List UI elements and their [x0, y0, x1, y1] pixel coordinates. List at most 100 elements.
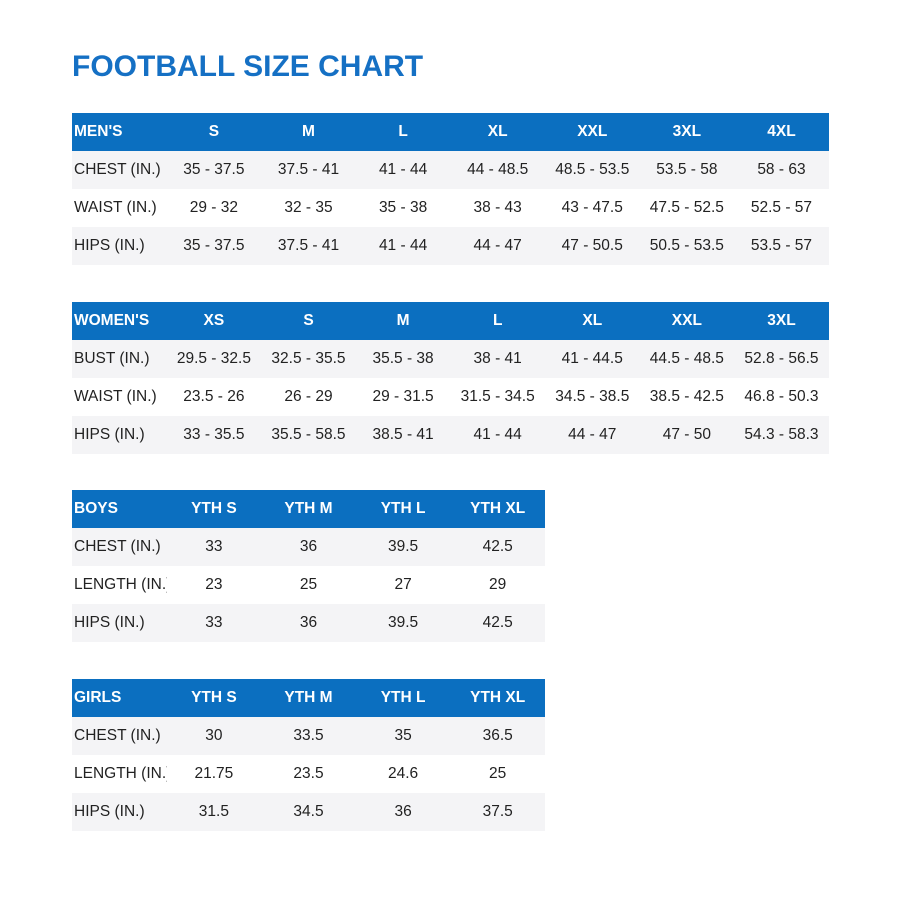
table-cell: 35 - 37.5 [183, 161, 245, 178]
table-row: LENGTH (IN.) 21.75 23.5 24.6 25 [72, 755, 545, 793]
row-label: HIPS (IN.) [74, 803, 145, 820]
size-header: YTH S [191, 689, 237, 706]
table-cell: 39.5 [387, 614, 419, 631]
table-cell: 58 - 63 [757, 161, 806, 178]
table-row: CHEST (IN.) 30 33.5 35 36.5 [72, 717, 545, 755]
table-row: CHEST (IN.) 33 36 39.5 42.5 [72, 528, 545, 566]
table-cell: 39.5 [387, 538, 419, 555]
table-cell: 47 - 50.5 [561, 237, 623, 254]
table-cell: 31.5 [198, 803, 229, 820]
size-header: XXL [577, 123, 608, 140]
table-cell: 52.8 - 56.5 [744, 350, 819, 367]
table-cell: 35 [394, 727, 412, 744]
row-label: CHEST (IN.) [74, 727, 161, 744]
size-header: YTH M [284, 689, 333, 706]
row-label: BUST (IN.) [74, 350, 150, 367]
table-cell: 38 - 41 [473, 350, 522, 367]
table-cell: 43 - 47.5 [561, 199, 623, 216]
table-cell: 23.5 [293, 765, 324, 782]
table-cell: 37.5 [482, 803, 513, 820]
row-label: HIPS (IN.) [74, 614, 145, 631]
table-cell: 41 - 44 [378, 161, 428, 178]
size-header: YTH S [191, 500, 237, 517]
table-cell: 44 - 48.5 [467, 161, 529, 178]
table-cell: 41 - 44 [378, 237, 428, 254]
row-label: WAIST (IN.) [74, 199, 157, 216]
table-row: HIPS (IN.) 31.5 34.5 36 37.5 [72, 793, 545, 831]
table-row: HIPS (IN.) 33 - 35.5 35.5 - 58.5 38.5 - 41 4… [72, 416, 829, 454]
table-cell: 29 - 32 [189, 199, 239, 216]
page-title: FOOTBALL SIZE CHART [72, 50, 424, 83]
table-cell: 38.5 - 41 [372, 426, 434, 443]
table-cell: 33 - 35.5 [183, 426, 245, 443]
table-cell: 38.5 - 42.5 [649, 388, 724, 405]
boys-size-table: BOYS YTH S YTH M YTH L YTH XL CHEST (IN.) 33 36… [72, 490, 545, 642]
table-cell: 21.75 [194, 765, 234, 782]
table-cell: 33 [205, 538, 223, 555]
table-cell: 29.5 - 32.5 [176, 350, 251, 367]
table-cell: 32.5 - 35.5 [271, 350, 346, 367]
table-row: WAIST (IN.) 29 - 32 32 - 35 35 - 38 38 - 43 4… [72, 189, 829, 227]
table-category-header: WOMEN'S [74, 312, 150, 329]
row-label: LENGTH (IN.) [74, 576, 167, 593]
size-header: L [492, 312, 503, 329]
table-category-header: BOYS [74, 500, 118, 517]
row-label: WAIST (IN.) [74, 388, 157, 405]
row-label: HIPS (IN.) [74, 426, 145, 443]
table-cell: 35 - 38 [378, 199, 428, 216]
table-cell: 54.3 - 58.3 [744, 426, 819, 443]
table-cell: 23.5 - 26 [183, 388, 245, 405]
table-cell: 32 - 35 [284, 199, 333, 216]
size-header: L [398, 123, 408, 140]
row-label: LENGTH (IN.) [74, 765, 167, 782]
row-label: CHEST (IN.) [74, 538, 161, 555]
table-cell: 42.5 [482, 538, 513, 555]
table-cell: 53.5 - 58 [656, 161, 718, 178]
table-category-header: GIRLS [74, 689, 122, 706]
table-cell: 41 - 44.5 [561, 350, 623, 367]
table-cell: 29 - 31.5 [372, 388, 434, 405]
size-header: M [396, 312, 410, 329]
size-header: XS [203, 312, 225, 329]
table-cell: 38 - 43 [473, 199, 522, 216]
table-cell: 36 [299, 538, 318, 555]
table-cell: 36 [299, 614, 318, 631]
table-cell: 23 [205, 576, 223, 593]
size-header: XL [487, 123, 508, 140]
table-header-row: GIRLS YTH S YTH M YTH L YTH XL [72, 679, 545, 717]
table-cell: 36.5 [482, 727, 513, 744]
table-cell: 29 [489, 576, 507, 593]
table-cell: 24.6 [387, 765, 419, 782]
table-header-row: BOYS YTH S YTH M YTH L YTH XL [72, 490, 545, 528]
size-header: S [303, 312, 314, 329]
table-cell: 53.5 - 57 [750, 237, 813, 254]
table-cell: 31.5 - 34.5 [460, 388, 535, 405]
table-cell: 30 [205, 727, 223, 744]
table-cell: 50.5 - 53.5 [649, 237, 724, 254]
table-cell: 36 [394, 803, 412, 820]
size-header: 3XL [767, 312, 796, 329]
mens-size-table: MEN'S S M L XL XXL 3XL 4XL CHEST (IN.) 35 - 37.5 3… [72, 113, 829, 265]
table-cell: 48.5 - 53.5 [555, 161, 630, 178]
table-cell: 37.5 - 41 [277, 237, 340, 254]
size-header: 4XL [767, 123, 796, 140]
table-category-header: MEN'S [74, 123, 123, 140]
table-row: CHEST (IN.) 35 - 37.5 37.5 - 41 41 - 44 44 -… [72, 151, 829, 189]
table-cell: 44.5 - 48.5 [649, 350, 724, 367]
table-cell: 25 [299, 576, 318, 593]
table-cell: 44 - 47 [473, 237, 522, 254]
table-cell: 27 [394, 576, 412, 593]
table-cell: 47.5 - 52.5 [649, 199, 724, 216]
table-header-row: WOMEN'S XS S M L XL XXL 3XL [72, 302, 829, 340]
table-cell: 34.5 [293, 803, 324, 820]
table-header-row: MEN'S S M L XL XXL 3XL 4XL [72, 113, 829, 151]
size-header: XXL [671, 312, 702, 329]
size-header: YTH M [284, 500, 333, 517]
table-cell: 42.5 [482, 614, 513, 631]
table-cell: 44 - 47 [568, 426, 617, 443]
table-cell: 35 - 37.5 [183, 237, 245, 254]
table-cell: 41 - 44 [473, 426, 522, 443]
table-cell: 35.5 - 38 [372, 350, 434, 367]
table-cell: 33 [205, 614, 223, 631]
table-cell: 33.5 [293, 727, 324, 744]
